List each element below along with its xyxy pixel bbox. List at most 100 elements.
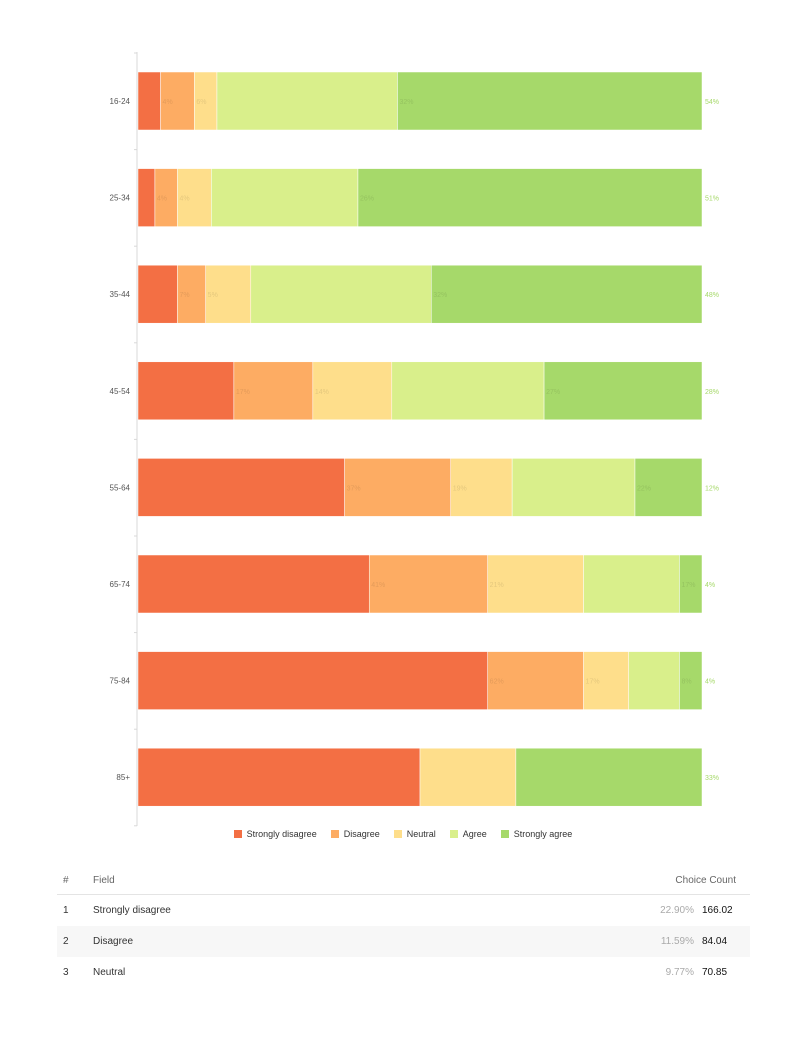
- row-field: Neutral: [93, 967, 126, 978]
- row-count: 70.85: [702, 967, 728, 978]
- legend-label: Strongly agree: [513, 829, 573, 839]
- bar-segment: [628, 651, 680, 710]
- data-label: 7%: [179, 292, 189, 299]
- bar-segment: [391, 361, 545, 421]
- bar-segment: [487, 554, 584, 614]
- table-header: # Field Choice Count: [57, 866, 750, 895]
- bar-segment: [137, 458, 345, 517]
- category-label: 45-54: [110, 387, 131, 396]
- legend-label: Strongly disagree: [246, 829, 317, 839]
- row-count: 166.02: [702, 905, 733, 916]
- stacked-bar-chart: 16-24 4% 6% 32% 54% 25-34 4% 4% 26% 51% 35-44 7% 5% 3…: [110, 52, 719, 827]
- data-label: 14%: [315, 389, 329, 396]
- data-label: 26%: [360, 196, 374, 203]
- row-percent: 11.59%: [660, 936, 694, 947]
- bar-segment: [137, 168, 156, 227]
- category-label: 25-34: [110, 194, 131, 203]
- legend-item-disagree: Disagree: [330, 829, 380, 839]
- bar-segment: [137, 71, 161, 131]
- row-percent: 9.77%: [665, 967, 694, 978]
- data-label: 17%: [236, 389, 250, 396]
- bar-segment: [137, 361, 235, 421]
- data-label: 22%: [637, 485, 651, 492]
- legend-item-strongly-disagree: Strongly disagree: [233, 829, 317, 839]
- bar-segment: [419, 747, 517, 807]
- data-label: 4%: [163, 99, 173, 106]
- category-label: 65-74: [110, 580, 131, 589]
- header-choice-count: Choice Count: [675, 874, 736, 886]
- row-count: 84.04: [702, 936, 728, 947]
- category-label: 85+: [116, 773, 130, 782]
- legend-swatch: [233, 830, 242, 838]
- table-row: 2 Disagree 11.59% 84.04: [57, 926, 750, 957]
- row-field: Strongly disagree: [93, 905, 171, 916]
- data-label: 4%: [157, 196, 167, 203]
- data-label: 17%: [681, 582, 695, 589]
- data-label: 19%: [453, 485, 467, 492]
- bar-segment: [205, 264, 252, 324]
- legend-item-strongly-agree: Strongly agree: [500, 829, 573, 839]
- data-label: 32%: [399, 99, 413, 106]
- end-label: 12%: [705, 485, 719, 492]
- table-row: 3 Neutral 9.77% 70.85: [57, 957, 750, 988]
- bar-segment: [679, 554, 703, 614]
- bar-segment: [679, 651, 703, 710]
- bar-segment: [137, 747, 421, 807]
- choice-count-table: # Field Choice Count 1 Strongly disagree…: [57, 866, 750, 988]
- data-label: 62%: [490, 679, 504, 686]
- end-label: 4%: [705, 679, 715, 686]
- data-label: 17%: [586, 679, 600, 686]
- bar-segment: [211, 168, 359, 227]
- bar-segment: [431, 264, 703, 324]
- bar-segment: [137, 554, 370, 614]
- header-field: Field: [93, 874, 115, 886]
- data-label: 27%: [546, 389, 560, 396]
- bar-segment: [357, 168, 703, 227]
- bar-segment: [515, 747, 703, 807]
- bar-segment: [312, 361, 393, 421]
- data-label: 6%: [196, 99, 206, 106]
- legend-item-neutral: Neutral: [393, 829, 436, 839]
- data-label: 5%: [208, 292, 218, 299]
- row-field: Disagree: [93, 936, 134, 947]
- bar-segment: [250, 264, 432, 324]
- header-number: #: [63, 874, 69, 886]
- end-label: 54%: [705, 99, 719, 106]
- end-label: 48%: [705, 292, 719, 299]
- bar-segment: [137, 651, 488, 710]
- data-label: 41%: [371, 582, 385, 589]
- bar-segment: [233, 361, 314, 421]
- row-percent: 22.90%: [660, 905, 694, 916]
- bar-segment: [511, 458, 636, 517]
- row-number: 3: [63, 967, 69, 978]
- row-number: 2: [63, 936, 69, 947]
- bar-segment: [137, 264, 178, 324]
- legend-label: Agree: [462, 829, 487, 839]
- data-label: 4%: [179, 196, 189, 203]
- bar-segment: [487, 651, 584, 710]
- legend-swatch: [330, 830, 339, 838]
- data-label: 21%: [490, 582, 504, 589]
- bar-segment: [216, 71, 398, 131]
- bar-segment: [543, 361, 703, 421]
- bar-segment: [450, 458, 513, 517]
- bar-segment: [368, 554, 488, 614]
- legend-label: Disagree: [343, 829, 380, 839]
- data-label: 32%: [433, 292, 447, 299]
- data-label: 8%: [681, 679, 691, 686]
- legend-item-agree: Agree: [449, 829, 487, 839]
- bar-segment: [177, 168, 212, 227]
- data-label: 37%: [347, 485, 361, 492]
- table-row: 1 Strongly disagree 22.90% 166.02: [57, 895, 750, 926]
- bar-segment: [583, 554, 680, 614]
- end-label: 51%: [705, 196, 719, 203]
- legend-label: Neutral: [406, 829, 436, 839]
- category-label: 16-24: [110, 97, 131, 106]
- category-label: 75-84: [110, 677, 131, 686]
- end-label: 28%: [705, 389, 719, 396]
- end-label: 33%: [705, 775, 719, 782]
- end-label: 4%: [705, 582, 715, 589]
- legend-swatch: [500, 830, 509, 838]
- bar-segment: [634, 458, 703, 517]
- category-label: 35-44: [110, 290, 131, 299]
